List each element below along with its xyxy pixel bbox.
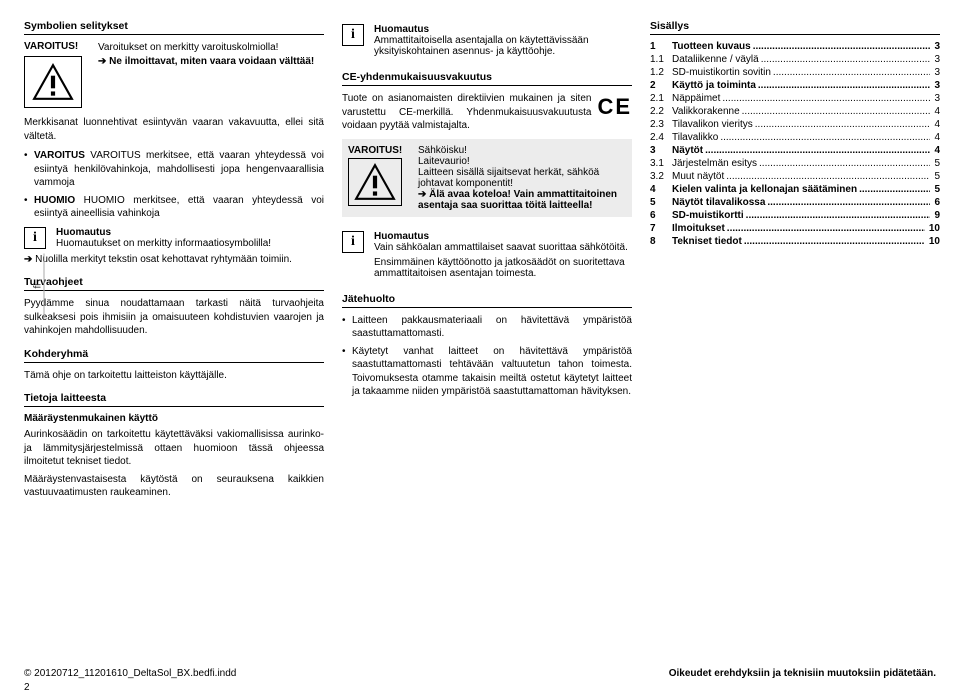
- toc-row: 4Kielen valinta ja kellonajan säätäminen…: [650, 184, 940, 195]
- ce-text: CETuote on asianomaisten direktiivien mu…: [342, 92, 632, 133]
- warning-triangle-icon: [32, 63, 74, 101]
- list-item: Käytetyt vanhat laitteet on hävitettävä …: [342, 345, 632, 399]
- huom2-text2: Ensimmäinen käyttöönotto ja jatkosäädöt …: [374, 257, 632, 279]
- info-text: Huomautus Ammattitaitoisella asentajalla…: [374, 24, 632, 57]
- toc-row: 7Ilmoitukset10: [650, 223, 940, 234]
- info-icon: i: [342, 24, 364, 46]
- warn-line-2: Laitteen sisällä sijaitsevat herkät, säh…: [418, 167, 626, 189]
- warning-label: VAROITUS!: [24, 41, 92, 52]
- main-columns: Symbolien selitykset VAROITUS! Varoituks…: [24, 20, 936, 500]
- kohderyhma-title: Kohderyhmä: [24, 348, 324, 363]
- list-item: HUOMIO HUOMIO merkitsee, että vaaran yht…: [24, 194, 324, 221]
- tietoja-title: Tietoja laitteesta: [24, 392, 324, 407]
- warning-right-text: Varoitukset on merkitty varoituskolmioll…: [98, 41, 324, 108]
- info-icon: i: [24, 227, 46, 249]
- toc-row: 8Tekniset tiedot10: [650, 236, 940, 247]
- toc-row: 3Näytöt4: [650, 145, 940, 156]
- warn-right: Sähköisku! Laitevaurio! Laitteen sisällä…: [418, 145, 626, 211]
- huomautus-label: Huomautus: [374, 231, 632, 242]
- merkkisanat-text: Merkkisanat luonnehtivat esiintyvän vaar…: [24, 116, 324, 143]
- warning-triangle-box: [348, 158, 402, 206]
- symbols-title: Symbolien selitykset: [24, 20, 324, 35]
- list-item: Laitteen pakkausmateriaali on hävitettäv…: [342, 314, 632, 341]
- info-icon: i: [342, 231, 364, 253]
- info-note-3: i Huomautus Vain sähköalan ammattilaiset…: [342, 231, 632, 279]
- maarays-p2: Määräystenvastaisesta käytöstä on seurau…: [24, 473, 324, 500]
- toc-row: 2Käyttö ja toiminta3: [650, 80, 940, 91]
- kohderyhma-text: Tämä ohje on tarkoitettu laitteiston käy…: [24, 369, 324, 383]
- warn-left: VAROITUS!: [348, 145, 412, 211]
- footer: © 20120712_11201610_DeltaSol_BX.bedfi.in…: [24, 668, 936, 679]
- rights-text: Oikeudet erehdyksiin ja teknisiin muutok…: [669, 668, 936, 679]
- arrow-note: ➔ Nuolilla merkityt tekstin osat kehotta…: [24, 253, 324, 267]
- info-text: Huomautus Vain sähköalan ammattilaiset s…: [374, 231, 632, 279]
- list-item: VAROITUS VAROITUS merkitsee, että vaaran…: [24, 149, 324, 190]
- page-number: 2: [24, 682, 30, 693]
- column-3: Sisällys 1Tuotteen kuvaus3 1.1Dataliikenn…: [650, 20, 940, 500]
- column-2: i Huomautus Ammattitaitoisella asentajal…: [342, 20, 632, 500]
- info-note: i Huomautus Huomautukset on merkitty inf…: [24, 227, 324, 249]
- warning-triangle-icon: [354, 163, 396, 201]
- warn-meaning-list: VAROITUS VAROITUS merkitsee, että vaaran…: [24, 149, 324, 221]
- huomautus-label: Huomautus: [374, 24, 632, 35]
- ce-mark-icon: CE: [597, 92, 632, 122]
- huomautus-text: Ammattitaitoisella asentajalla on käytet…: [374, 35, 632, 57]
- toc-row: 2.4Tilavalikko4: [650, 132, 940, 143]
- warning-text-2: ➔ Ne ilmoittavat, miten vaara voidaan vä…: [98, 55, 324, 69]
- huom2-text: Vain sähköalan ammattilaiset saavat suor…: [374, 242, 632, 253]
- toc-row: 1.2SD-muistikortin sovitin3: [650, 67, 940, 78]
- jate-list: Laitteen pakkausmateriaali on hävitettäv…: [342, 314, 632, 399]
- info-note-2: i Huomautus Ammattitaitoisella asentajal…: [342, 24, 632, 57]
- toc-row: 3.2Muut näytöt5: [650, 171, 940, 182]
- toc-row: 3.1Järjestelmän esitys5: [650, 158, 940, 169]
- warning-legend: VAROITUS! Varoitukset on merkitty varoit…: [24, 41, 324, 108]
- info-text: Huomautus Huomautukset on merkitty infor…: [56, 227, 324, 249]
- toc-row: 6SD-muistikortti9: [650, 210, 940, 221]
- warn-line-1: Laitevaurio!: [418, 156, 626, 167]
- warn-head: Sähköisku!: [418, 145, 626, 156]
- toc-row: 1Tuotteen kuvaus3: [650, 41, 940, 52]
- column-1: Symbolien selitykset VAROITUS! Varoituks…: [24, 20, 324, 500]
- warning-label: VAROITUS!: [348, 145, 412, 156]
- jate-title: Jätehuolto: [342, 293, 632, 308]
- huomautus-label: Huomautus: [56, 227, 324, 238]
- warning-triangle-box: [24, 56, 82, 108]
- electric-warning: VAROITUS! Sähköisku! Laitevaurio! Laitte…: [342, 139, 632, 217]
- side-lang-label: fi: [33, 254, 45, 319]
- toc-row: 2.1Näppäimet3: [650, 93, 940, 104]
- warn-line-3: ➔ Älä avaa koteloa! Vain ammattitaitoine…: [418, 189, 626, 211]
- sisallys-title: Sisällys: [650, 20, 940, 35]
- huomautus-text: Huomautukset on merkitty informaatio­sym…: [56, 238, 324, 249]
- toc-row: 2.3Tilavalikon vieritys4: [650, 119, 940, 130]
- toc-row: 1.1Dataliikenne / väylä3: [650, 54, 940, 65]
- maarays-p1: Aurinkosäädin on tarkoitettu käytettäväk…: [24, 428, 324, 469]
- copyright-text: © 20120712_11201610_DeltaSol_BX.bedfi.in…: [24, 668, 236, 679]
- maarays-title: Määräystenmukainen käyttö: [24, 413, 324, 424]
- turva-title: Turvaohjeet: [24, 276, 324, 291]
- warning-text-1: Varoitukset on merkitty varoituskolmioll…: [98, 41, 324, 55]
- turva-text: Pyydämme sinua noudattamaan tarkasti näi…: [24, 297, 324, 338]
- toc-row: 2.2Valikkorakenne4: [650, 106, 940, 117]
- warning-left: VAROITUS!: [24, 41, 92, 108]
- ce-title: CE-yhdenmukaisuusvakuutus: [342, 71, 632, 86]
- toc-row: 5Näytöt tilavalikossa6: [650, 197, 940, 208]
- table-of-contents: 1Tuotteen kuvaus3 1.1Dataliikenne / väylä…: [650, 41, 940, 247]
